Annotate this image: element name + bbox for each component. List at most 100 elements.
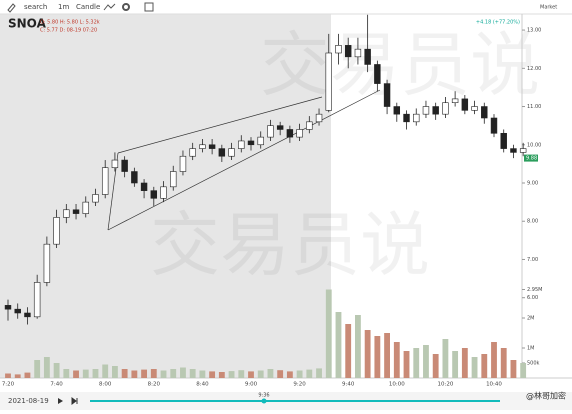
candle-body	[481, 106, 488, 119]
change-label: +4.18 (+77.20%)	[476, 20, 520, 26]
credit: @林哥加密	[526, 391, 566, 401]
volume-bar	[335, 312, 342, 378]
play-button[interactable]	[58, 398, 63, 404]
candle-body	[208, 144, 216, 149]
volume-bar	[180, 367, 186, 378]
settings-icon[interactable]	[122, 3, 130, 11]
volume-bar	[432, 354, 439, 378]
volume-bar	[316, 368, 322, 378]
indicator-icon[interactable]	[103, 3, 116, 11]
candle-body	[92, 194, 99, 203]
price-tick-label: 9.00	[527, 181, 538, 187]
candle-body	[364, 48, 371, 65]
candle-body	[160, 186, 167, 199]
volume-bar	[355, 315, 361, 378]
time-label: 9:20	[293, 382, 306, 388]
candle-body	[286, 129, 294, 138]
candle-body	[422, 106, 430, 115]
volume-bar	[24, 372, 31, 378]
candle-body	[471, 106, 478, 111]
volume-tick-label: 2.95M	[527, 287, 542, 293]
volume-bar	[520, 363, 527, 378]
volume-bar	[92, 369, 99, 378]
volume-bar	[277, 370, 284, 378]
interval-button[interactable]: 1m	[58, 3, 69, 11]
volume-bar	[306, 369, 313, 378]
candle-body	[101, 167, 109, 195]
volume-tick-label: 500k	[527, 361, 540, 367]
time-label: 10:20	[437, 382, 453, 388]
candle-body	[170, 171, 177, 188]
watermark: 交易员说	[260, 24, 540, 106]
time-label: 7:20	[2, 382, 15, 388]
search-box[interactable]: search	[24, 3, 47, 11]
volume-tick-label: 1M	[527, 346, 535, 352]
price-tick-label: 13.00	[527, 28, 541, 34]
volume-bar	[209, 371, 216, 378]
candle-body	[150, 190, 158, 199]
time-label: 7:40	[50, 382, 63, 388]
volume-bar	[481, 354, 488, 378]
volume-bar	[112, 366, 118, 378]
candle-body	[63, 209, 70, 218]
playback-date[interactable]: 2021-08-19	[8, 397, 49, 405]
candle-body	[276, 125, 284, 130]
candle-body	[374, 64, 381, 84]
candle-body	[383, 83, 391, 107]
volume-bar	[34, 360, 41, 378]
candle-body	[325, 52, 332, 111]
volume-bar	[82, 369, 89, 378]
volume-bar	[199, 370, 206, 378]
candle-body	[72, 209, 80, 214]
pencil-icon[interactable]	[7, 3, 16, 13]
trend-line[interactable]	[117, 96, 323, 154]
volume-bar	[296, 370, 303, 378]
volume-bar	[374, 336, 381, 378]
candle-body	[500, 132, 507, 149]
volume-bar	[170, 369, 177, 378]
candle-body	[121, 159, 128, 172]
candle-body	[189, 148, 196, 157]
candle-body	[33, 282, 41, 318]
time-label: 9:00	[245, 382, 258, 388]
volume-bar	[14, 374, 21, 378]
candle-body	[403, 113, 410, 123]
watermark: 交易员说	[150, 204, 430, 286]
slider-handle[interactable]	[261, 398, 267, 404]
volume-bar	[257, 370, 264, 378]
candle-body	[393, 106, 401, 115]
volume-bar	[267, 369, 274, 378]
candle-body	[179, 155, 187, 172]
trend-line[interactable]	[107, 89, 381, 231]
volume-tick-label: 2M	[527, 316, 535, 322]
volume-bar	[63, 369, 70, 378]
time-label: 10:00	[389, 382, 405, 388]
candle-body	[413, 113, 420, 123]
candle-body	[82, 201, 89, 214]
volume-bar	[238, 370, 245, 378]
playback-position: 9:36	[258, 393, 269, 399]
price-tag-bg	[524, 154, 538, 162]
price-tick-label: 10.00	[527, 142, 541, 148]
fullscreen-icon[interactable]	[144, 2, 154, 12]
price-tick-label: 6.00	[527, 295, 538, 301]
ohlc-info: C: 5.77 D: 08-19 07:20	[40, 28, 97, 34]
market-label: Market	[540, 5, 557, 11]
volume-bar	[102, 364, 109, 378]
step-button[interactable]	[71, 397, 78, 405]
volume-bar	[189, 369, 196, 378]
volume-bar	[121, 369, 128, 378]
candle-body	[247, 140, 255, 146]
candle-body	[257, 136, 264, 146]
candle-body	[131, 171, 138, 184]
candle-body	[296, 129, 303, 138]
candle-body	[344, 45, 352, 58]
candle-body	[315, 113, 323, 123]
symbol-title: SNOA	[8, 17, 47, 31]
volume-bar	[442, 339, 449, 378]
volume-bar	[345, 324, 352, 378]
volume-bar	[160, 370, 167, 378]
chart-style-button[interactable]: Candle	[76, 3, 100, 11]
volume-bar	[218, 372, 225, 378]
